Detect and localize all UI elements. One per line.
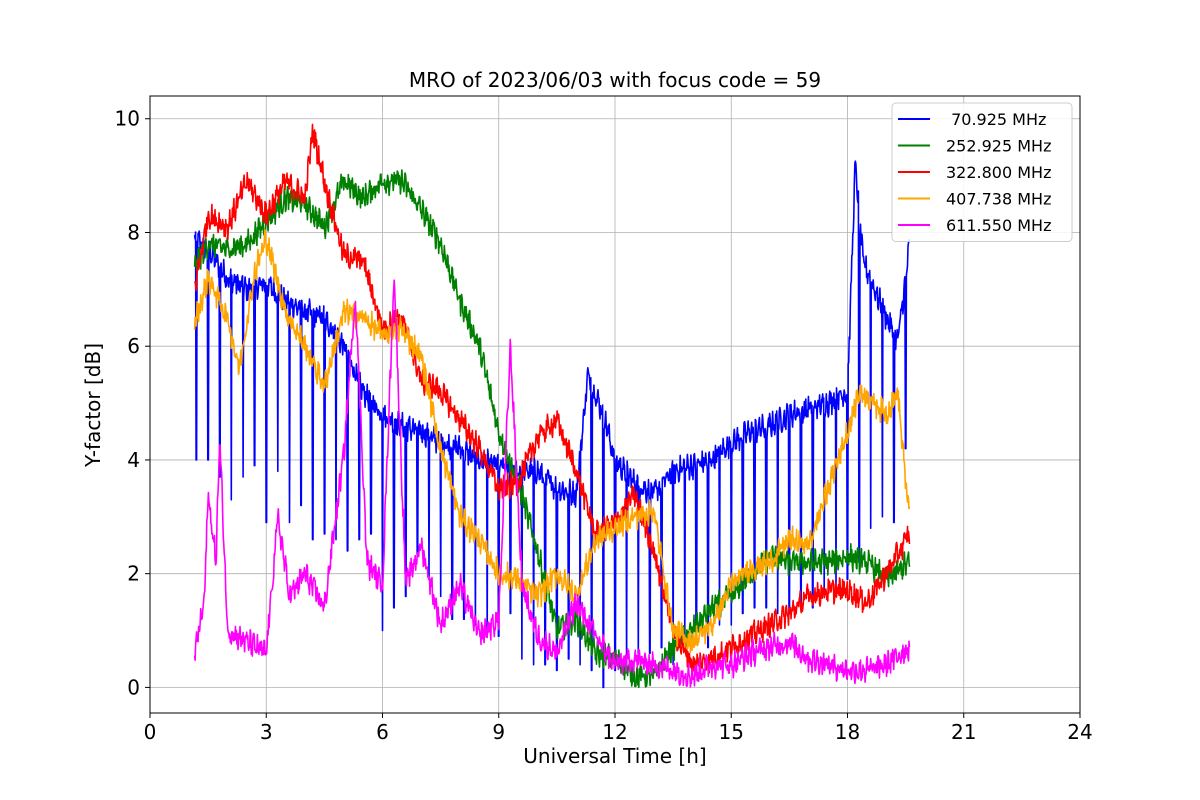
x-axis-label: Universal Time [h] xyxy=(523,744,706,768)
x-tick-label: 18 xyxy=(835,720,860,744)
x-tick-label: 12 xyxy=(602,720,627,744)
series-252-925 xyxy=(193,169,911,689)
legend: 70.925 MHz 252.925 MHz 322.800 MHz 407.738 … xyxy=(891,102,1073,242)
x-tick-label: 15 xyxy=(719,720,744,744)
legend-label: 407.738 MHz xyxy=(946,190,1051,209)
x-tick-label: 21 xyxy=(951,720,976,744)
chart-title: MRO of 2023/06/03 with focus code = 59 xyxy=(409,68,821,92)
series-611-550 xyxy=(193,279,911,688)
x-tick-label: 6 xyxy=(376,720,389,744)
legend-label: 252.925 MHz xyxy=(946,137,1051,156)
series-407-738 xyxy=(193,229,911,653)
series-70-925 xyxy=(193,160,911,689)
y-tick-label: 4 xyxy=(127,448,140,472)
x-tick-label: 24 xyxy=(1067,720,1092,744)
x-tick-label: 3 xyxy=(260,720,273,744)
y-axis-label: Y-factor [dB] xyxy=(81,343,105,468)
series-322-800 xyxy=(193,123,911,676)
legend-box xyxy=(891,102,1073,242)
y-tick-label: 8 xyxy=(127,220,140,244)
y-tick-label: 6 xyxy=(127,334,140,358)
x-tick-label: 9 xyxy=(492,720,505,744)
legend-label: 70.925 MHz xyxy=(946,110,1046,129)
x-tick-label: 0 xyxy=(144,720,157,744)
y-tick-label: 10 xyxy=(115,107,140,131)
legend-label: 611.550 MHz xyxy=(946,216,1051,235)
series-layer xyxy=(193,123,911,689)
y-tick-label: 0 xyxy=(127,675,140,699)
legend-label: 322.800 MHz xyxy=(946,163,1051,182)
y-tick-label: 2 xyxy=(127,562,140,586)
